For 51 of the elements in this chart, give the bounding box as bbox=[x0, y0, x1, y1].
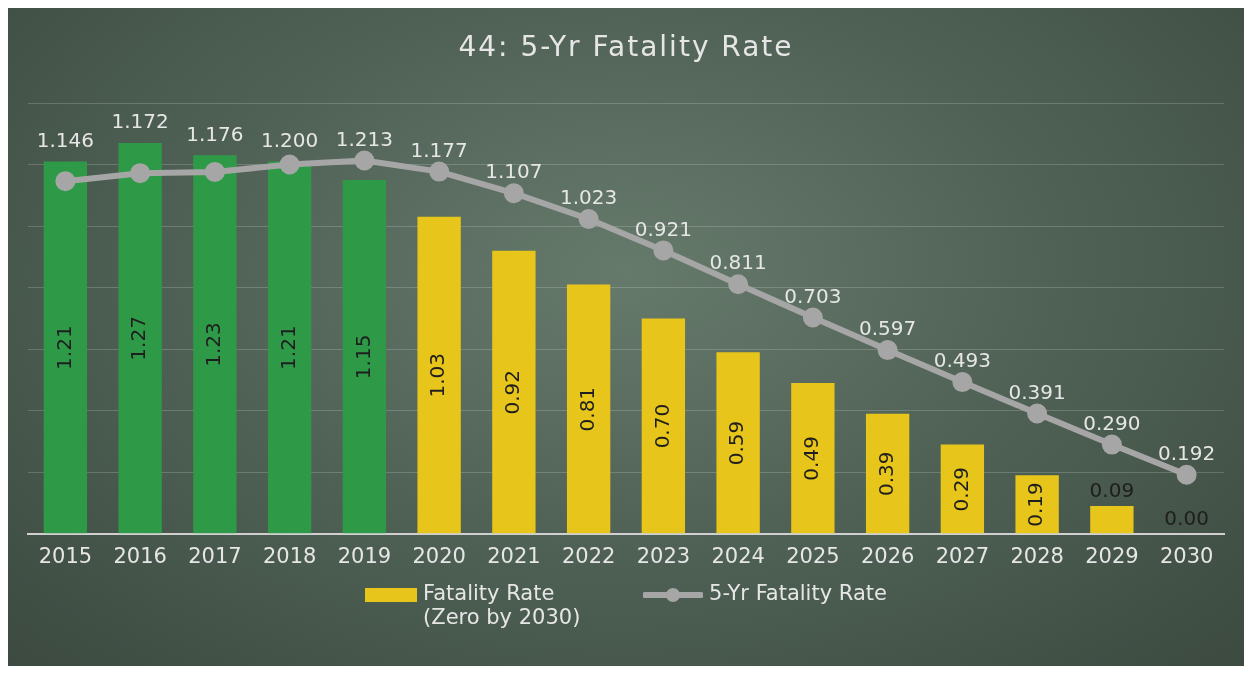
x-tick-label: 2022 bbox=[561, 543, 616, 568]
data-label: 0.19 bbox=[1023, 482, 1048, 527]
x-tick-label: 2015 bbox=[38, 543, 93, 568]
data-label: 0.811 bbox=[709, 250, 767, 275]
x-tick-label: 2027 bbox=[935, 543, 990, 568]
x-tick-label: 2021 bbox=[487, 543, 541, 568]
legend-label: 5-Yr Fatality Rate bbox=[709, 581, 887, 605]
x-tick-label: 2029 bbox=[1085, 543, 1139, 568]
legend-label: Fatality Rate (Zero by 2030) bbox=[423, 581, 582, 629]
data-label: 1.107 bbox=[485, 159, 543, 184]
data-label: 1.27 bbox=[126, 316, 151, 361]
data-label: 1.21 bbox=[51, 325, 76, 370]
data-label: 1.200 bbox=[260, 127, 319, 152]
x-tick-label: 2025 bbox=[786, 543, 840, 568]
data-label: 1.23 bbox=[201, 322, 226, 367]
data-label: 1.176 bbox=[186, 121, 244, 146]
data-label: 0.92 bbox=[500, 369, 525, 415]
data-label: 0.81 bbox=[574, 386, 599, 432]
data-label: 1.172 bbox=[111, 109, 169, 134]
data-label: 0.921 bbox=[634, 216, 693, 241]
data-label: 0.597 bbox=[858, 316, 917, 341]
data-label: 0.391 bbox=[1008, 379, 1066, 404]
x-tick-label: 2028 bbox=[1010, 543, 1064, 568]
data-label: 0.290 bbox=[1083, 410, 1141, 435]
data-label: 1.03 bbox=[425, 353, 450, 398]
x-tick-label: 2023 bbox=[636, 543, 691, 568]
data-label: 0.29 bbox=[948, 466, 973, 512]
data-label: 1.023 bbox=[559, 185, 618, 210]
data-label: 1.213 bbox=[335, 126, 394, 151]
data-label: 0.49 bbox=[799, 436, 824, 481]
data-label: 1.21 bbox=[275, 325, 300, 370]
data-label: 1.177 bbox=[410, 137, 468, 162]
chart-title: 44: 5-Yr Fatality Rate bbox=[457, 29, 795, 63]
x-tick-label: 2018 bbox=[262, 543, 317, 568]
data-label: 0.59 bbox=[724, 420, 749, 466]
x-tick-label: 2016 bbox=[113, 543, 167, 568]
x-tick-label: 2026 bbox=[860, 543, 915, 568]
data-label: 0.70 bbox=[649, 403, 674, 449]
data-label: 0.00 bbox=[1164, 506, 1209, 530]
data-label: 1.146 bbox=[36, 127, 95, 152]
data-label: 0.493 bbox=[933, 348, 992, 373]
data-label: 0.09 bbox=[1089, 478, 1135, 503]
data-label: 0.192 bbox=[1157, 440, 1216, 465]
data-label: 0.703 bbox=[784, 283, 842, 308]
x-tick-label: 2019 bbox=[337, 543, 392, 568]
x-tick-label: 2030 bbox=[1159, 543, 1214, 568]
x-tick-label: 2020 bbox=[412, 543, 466, 568]
data-label: 0.39 bbox=[873, 451, 898, 497]
x-tick-label: 2017 bbox=[188, 543, 242, 568]
data-label: 1.15 bbox=[350, 334, 375, 380]
x-tick-label: 2024 bbox=[711, 543, 765, 568]
